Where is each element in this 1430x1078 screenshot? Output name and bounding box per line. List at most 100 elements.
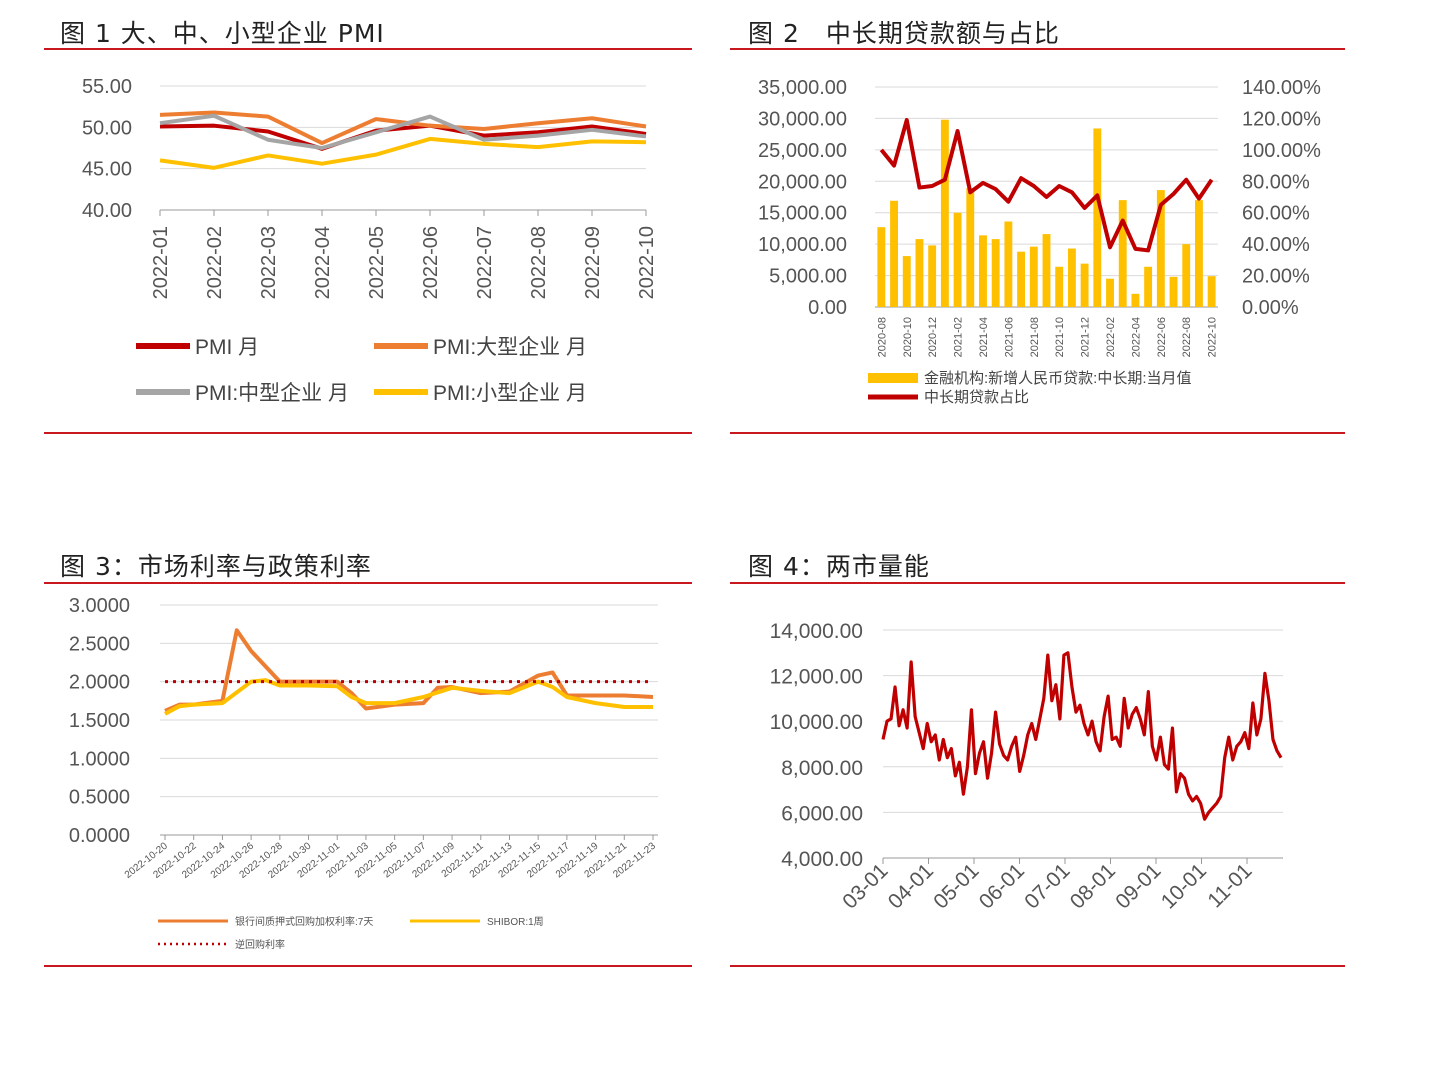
x-tick-label: 2022-10 bbox=[636, 226, 658, 299]
series-line-3 bbox=[159, 136, 647, 170]
panel4-title: 图 4：两市量能 bbox=[748, 552, 930, 581]
bar bbox=[953, 212, 962, 307]
bar bbox=[1106, 278, 1114, 307]
x-tick-label: 2021-06 bbox=[1003, 317, 1015, 357]
bar bbox=[1195, 200, 1203, 307]
bar bbox=[1042, 234, 1051, 307]
bar bbox=[966, 188, 975, 307]
y-left-tick-label: 20,000.00 bbox=[758, 171, 847, 193]
x-tick-label: 2022-06 bbox=[1156, 317, 1168, 357]
x-tick-label: 2022-07 bbox=[474, 226, 496, 299]
y-right-tick-label: 120.00% bbox=[1242, 108, 1321, 130]
panel4-top-rule bbox=[730, 582, 1345, 584]
legend-label: 中长期贷款占比 bbox=[924, 389, 1029, 406]
x-tick-label: 08-01 bbox=[1066, 859, 1120, 913]
x-tick-label: 2022-04 bbox=[1130, 317, 1142, 357]
bar bbox=[991, 239, 1000, 307]
bar bbox=[1029, 246, 1038, 307]
x-tick-label: 2022-05 bbox=[366, 226, 388, 299]
x-tick-label: 2021-10 bbox=[1054, 317, 1066, 357]
y-right-tick-label: 40.00% bbox=[1242, 234, 1310, 256]
x-tick-label: 2022-02 bbox=[1105, 317, 1117, 357]
turnover-line bbox=[881, 651, 1283, 821]
legend-label: 银行间质押式回购加权利率:7天 bbox=[235, 915, 373, 928]
y-tick-label: 40.00 bbox=[82, 200, 132, 222]
legend-label: PMI:大型企业 月 bbox=[433, 336, 587, 359]
bar bbox=[979, 235, 987, 307]
y-right-tick-label: 100.00% bbox=[1242, 140, 1321, 162]
series-line-2 bbox=[159, 113, 647, 150]
bar bbox=[1004, 221, 1013, 307]
x-tick-label: 2022-10 bbox=[1207, 317, 1219, 357]
y-tick-label: 14,000.00 bbox=[770, 620, 863, 643]
panel3-top-rule bbox=[44, 582, 692, 584]
x-tick-label: 2020-10 bbox=[902, 317, 914, 357]
y-tick-label: 2.5000 bbox=[69, 633, 130, 655]
bar bbox=[915, 239, 924, 307]
bar bbox=[1118, 200, 1127, 307]
bar bbox=[1067, 248, 1076, 307]
x-tick-label: 2022-08 bbox=[528, 226, 550, 299]
bar bbox=[940, 119, 949, 307]
bar bbox=[902, 256, 911, 307]
panel1-title: 图 1 大、中、小型企业 PMI bbox=[60, 19, 385, 48]
y-right-tick-label: 20.00% bbox=[1242, 266, 1310, 288]
x-tick-label: 2020-08 bbox=[876, 317, 888, 357]
x-tick-label: 2022-06 bbox=[420, 226, 442, 299]
y-tick-label: 55.00 bbox=[82, 76, 132, 98]
bar bbox=[1055, 266, 1064, 307]
x-tick-label: 2022-01 bbox=[150, 226, 172, 299]
x-tick-label: 2021-02 bbox=[953, 317, 965, 357]
x-tick-label: 2022-04 bbox=[312, 226, 334, 299]
y-left-tick-label: 30,000.00 bbox=[758, 108, 847, 130]
bar bbox=[890, 200, 898, 307]
bar bbox=[1169, 276, 1178, 307]
y-tick-label: 1.0000 bbox=[69, 748, 130, 770]
bar bbox=[928, 245, 937, 307]
y-right-tick-label: 80.00% bbox=[1242, 171, 1310, 193]
panel1-bottom-rule bbox=[44, 432, 692, 434]
y-right-tick-label: 140.00% bbox=[1242, 77, 1321, 99]
y-left-tick-label: 15,000.00 bbox=[758, 203, 847, 225]
panel4-bottom-rule bbox=[730, 965, 1345, 967]
y-tick-label: 0.0000 bbox=[69, 825, 130, 847]
legend-label: PMI:小型企业 月 bbox=[433, 382, 587, 405]
bar bbox=[1144, 266, 1153, 307]
bar bbox=[1207, 276, 1216, 307]
x-tick-label: 2022-02 bbox=[204, 226, 226, 299]
legend-label: PMI 月 bbox=[195, 336, 259, 359]
legend-label: 逆回购利率 bbox=[235, 938, 285, 951]
y-left-tick-label: 0.00 bbox=[808, 297, 847, 319]
y-tick-label: 45.00 bbox=[82, 159, 132, 181]
x-tick-label: 11-01 bbox=[1203, 859, 1256, 912]
bar bbox=[1017, 251, 1026, 307]
x-tick-label: 10-01 bbox=[1157, 859, 1211, 913]
y-left-tick-label: 25,000.00 bbox=[758, 140, 847, 162]
y-tick-label: 1.5000 bbox=[69, 710, 130, 732]
y-tick-label: 10,000.00 bbox=[770, 711, 863, 734]
bar bbox=[1131, 293, 1140, 307]
y-tick-label: 0.5000 bbox=[69, 787, 130, 809]
bar bbox=[1080, 263, 1089, 307]
y-tick-label: 12,000.00 bbox=[770, 666, 863, 689]
x-tick-label: 04-01 bbox=[884, 859, 938, 913]
legend-label: PMI:中型企业 月 bbox=[195, 382, 349, 405]
x-tick-label: 2021-04 bbox=[978, 317, 990, 357]
series-line-1 bbox=[164, 678, 653, 716]
y-right-tick-label: 0.00% bbox=[1242, 297, 1299, 319]
x-tick-label: 09-01 bbox=[1111, 859, 1165, 913]
x-tick-label: 06-01 bbox=[975, 859, 1029, 913]
panel3-bottom-rule bbox=[44, 965, 692, 967]
y-tick-label: 3.0000 bbox=[69, 595, 130, 617]
panel3-title: 图 3：市场利率与政策利率 bbox=[60, 552, 372, 581]
x-tick-label: 05-01 bbox=[929, 859, 983, 913]
legend-label: SHIBOR:1周 bbox=[487, 916, 544, 928]
bar bbox=[1093, 128, 1102, 307]
x-tick-label: 2021-12 bbox=[1080, 317, 1092, 357]
y-tick-label: 8,000.00 bbox=[781, 757, 863, 780]
legend-label: 金融机构:新增人民币贷款:中长期:当月值 bbox=[924, 370, 1192, 387]
panel2-title: 图 2 中长期贷款额与占比 bbox=[748, 19, 1060, 48]
